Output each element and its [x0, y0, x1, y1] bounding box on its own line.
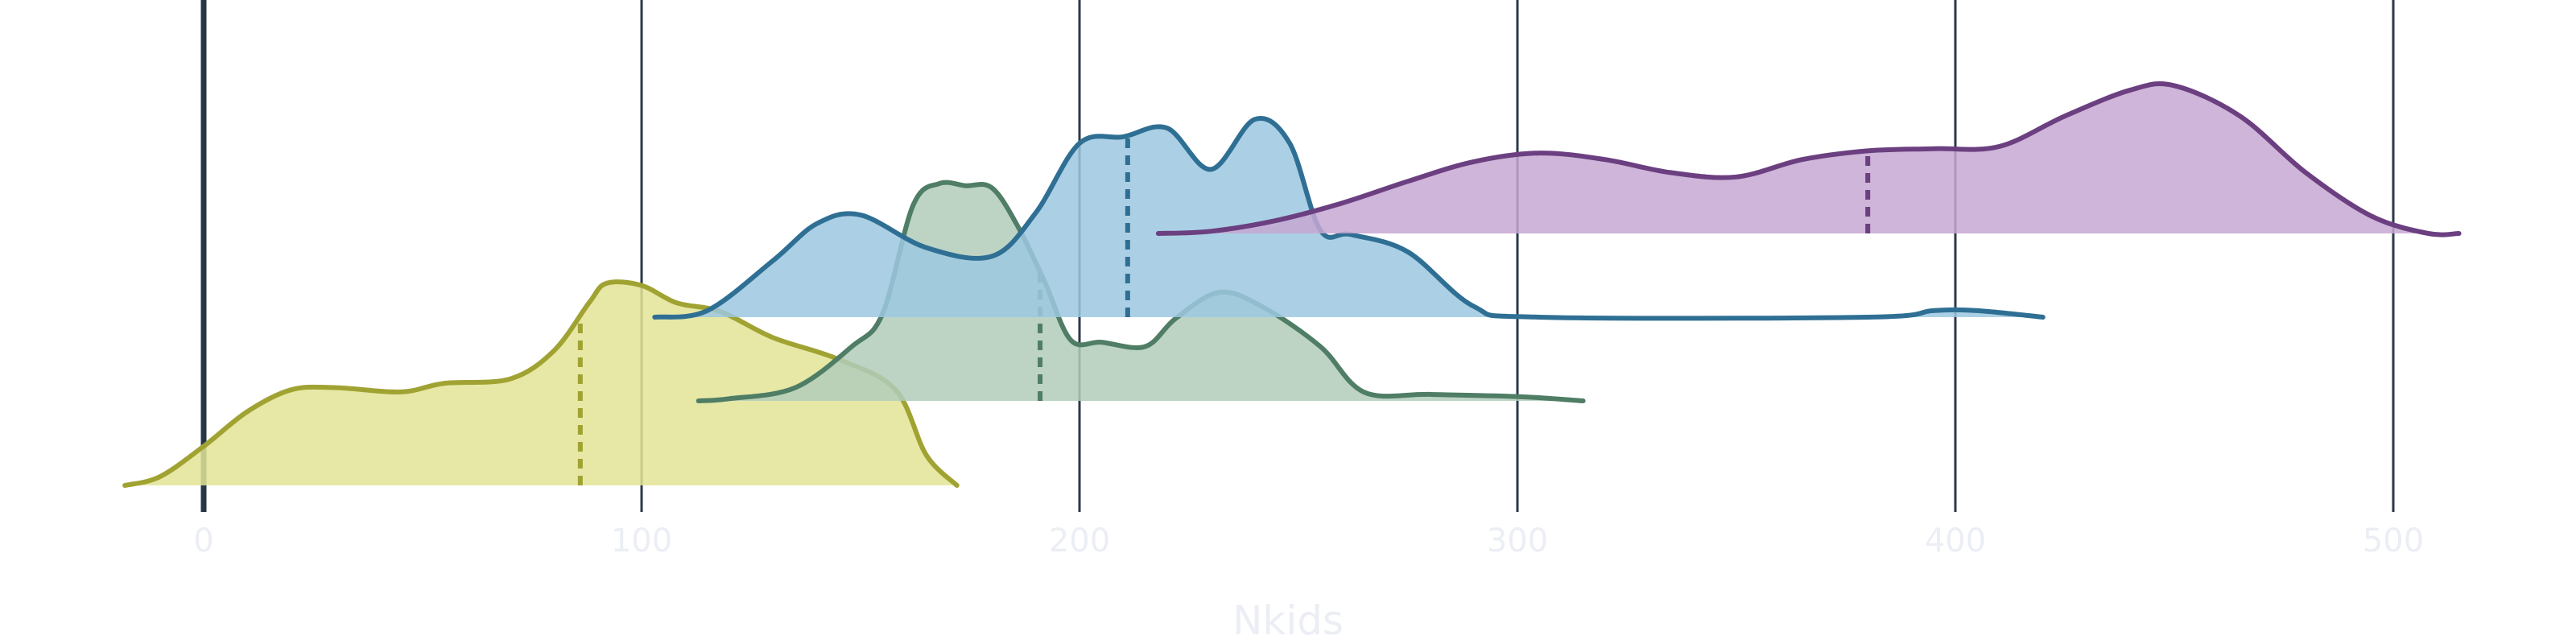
x-tick-label-300: 300: [1487, 522, 1548, 559]
ridge-line-3: [652, 116, 2046, 321]
ridge-area-3: [654, 118, 2043, 319]
ridge-plot: [122, 81, 2462, 488]
x-tick-label-0: 0: [193, 522, 213, 559]
ridge-series-4: [1155, 81, 2462, 237]
x-tick-label-400: 400: [1925, 522, 1986, 559]
grid-lines: [200, 0, 2395, 512]
x-tick-label-100: 100: [611, 522, 672, 559]
ridge-line-2: [696, 180, 1586, 403]
ridge-line-4: [1155, 81, 2462, 237]
ridge-series-3: [652, 116, 2046, 321]
x-axis-title: Nkids: [1232, 597, 1344, 644]
ridge-area-2: [698, 182, 1583, 401]
x-tick-label-200: 200: [1049, 522, 1110, 559]
x-tick-label-500: 500: [2363, 522, 2424, 559]
ridge-area-1: [125, 282, 957, 485]
x-axis-tick-labels: 0 100 200 300 400 500: [193, 522, 2424, 559]
